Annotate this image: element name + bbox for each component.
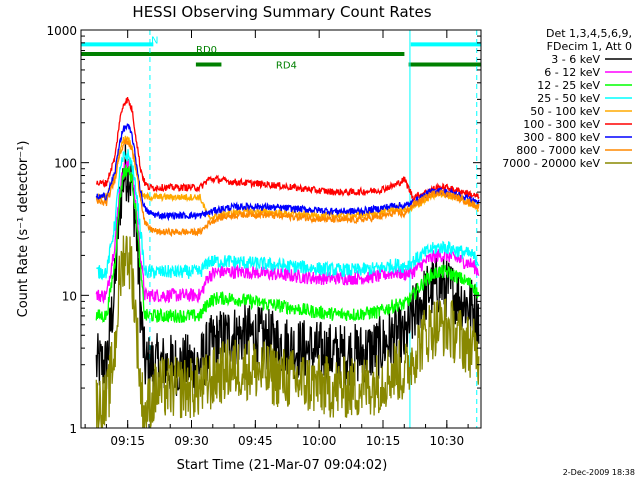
legend-label: 3 - 6 keV [551,53,600,66]
y-tick-label: 10 [62,289,77,303]
legend-header: Det 1,3,4,5,6,9, [546,27,632,40]
annotation-label-rd4: RD4 [276,60,297,71]
annotation-label-rd0: RD0 [196,45,217,56]
plot-frame [80,29,482,429]
series-layer [95,96,480,429]
series-line-8 [95,235,480,429]
series-line-7 [95,138,480,237]
series-line-1 [95,159,480,305]
legend-label: 12 - 25 keV [537,79,600,92]
legend-label: 300 - 800 keV [523,131,600,144]
footer-date: 2-Dec-2009 18:38 [563,468,635,477]
legend-label: 6 - 12 keV [544,66,600,79]
series-line-2 [95,164,480,324]
legend-header: FDecim 1, Att 0 [547,40,632,53]
x-tick-label: 09:30 [174,434,209,448]
series-line-5 [95,96,480,203]
x-tick-label: 09:15 [110,434,145,448]
legend-label: 7000 - 20000 keV [502,157,600,170]
x-tick-label: 10:00 [302,434,337,448]
x-axis-label: Start Time (21-Mar-07 09:04:02) [177,458,388,473]
series-line-3 [96,149,480,281]
legend-label: 800 - 7000 keV [516,144,600,157]
y-tick-label: 1000 [46,24,77,38]
legend-label: 50 - 100 keV [530,105,600,118]
x-tick-label: 10:30 [430,434,465,448]
chart-title: HESSI Observing Summary Count Rates [132,3,431,21]
x-tick-label: 09:45 [238,434,273,448]
y-axis: 1 10 100 1000 [46,24,481,436]
y-tick-label: 1 [69,422,77,436]
annotation-label-n: N [151,35,158,46]
legend-label: 25 - 50 keV [537,92,600,105]
x-tick-label: 10:15 [366,434,401,448]
legend-label: 100 - 300 keV [523,118,600,131]
y-tick-label: 100 [54,157,77,171]
y-axis-label: Count Rate (s⁻¹ detector⁻¹) [16,141,31,318]
legend: Det 1,3,4,5,6,9,FDecim 1, Att 03 - 6 keV… [502,27,632,170]
x-axis: 09:15 09:30 09:45 10:00 10:15 10:30 [84,30,469,448]
